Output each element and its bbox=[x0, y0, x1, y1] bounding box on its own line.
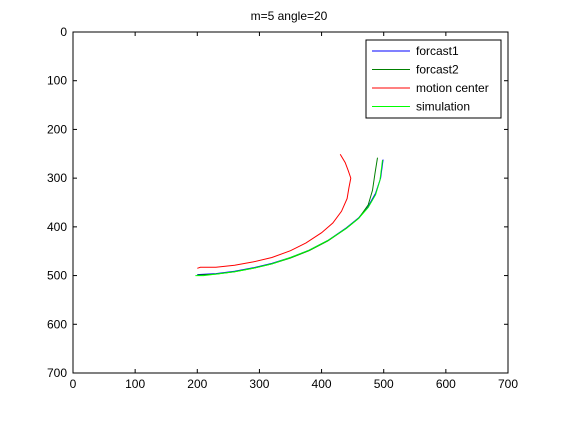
y-tick-label: 100 bbox=[47, 74, 67, 88]
x-tick-label: 100 bbox=[125, 377, 145, 391]
y-tick-label: 0 bbox=[60, 25, 67, 39]
legend: forcast1 forcast2 motion center simulation bbox=[365, 39, 502, 119]
legend-label: motion center bbox=[416, 81, 489, 95]
axes-layer: 0 100 200 300 400 500 600 700010020030040050060… bbox=[47, 25, 518, 391]
series-layer bbox=[195, 154, 384, 277]
legend-label: forcast2 bbox=[416, 63, 459, 77]
legend-label: forcast1 bbox=[416, 44, 459, 58]
chart-title: m=5 angle=20 bbox=[251, 9, 328, 23]
y-tick-label: 400 bbox=[47, 220, 67, 234]
x-tick-label: 400 bbox=[312, 377, 332, 391]
x-tick-label: 600 bbox=[436, 377, 456, 391]
series-line-motion-center bbox=[197, 154, 352, 269]
x-tick-label: 300 bbox=[249, 377, 269, 391]
y-tick-label: 200 bbox=[47, 122, 67, 136]
x-tick-label: 500 bbox=[374, 377, 394, 391]
y-tick-label: 300 bbox=[47, 171, 67, 185]
series-line-simulation bbox=[195, 160, 383, 277]
x-tick-label: 200 bbox=[187, 377, 207, 391]
y-tick-label: 500 bbox=[47, 269, 67, 283]
y-tick-label: 700 bbox=[47, 366, 67, 380]
y-tick-label: 600 bbox=[47, 317, 67, 331]
x-tick-label: 700 bbox=[498, 377, 518, 391]
x-tick-label: 0 bbox=[70, 377, 77, 391]
legend-label: simulation bbox=[416, 100, 470, 114]
legend-box bbox=[365, 39, 502, 119]
